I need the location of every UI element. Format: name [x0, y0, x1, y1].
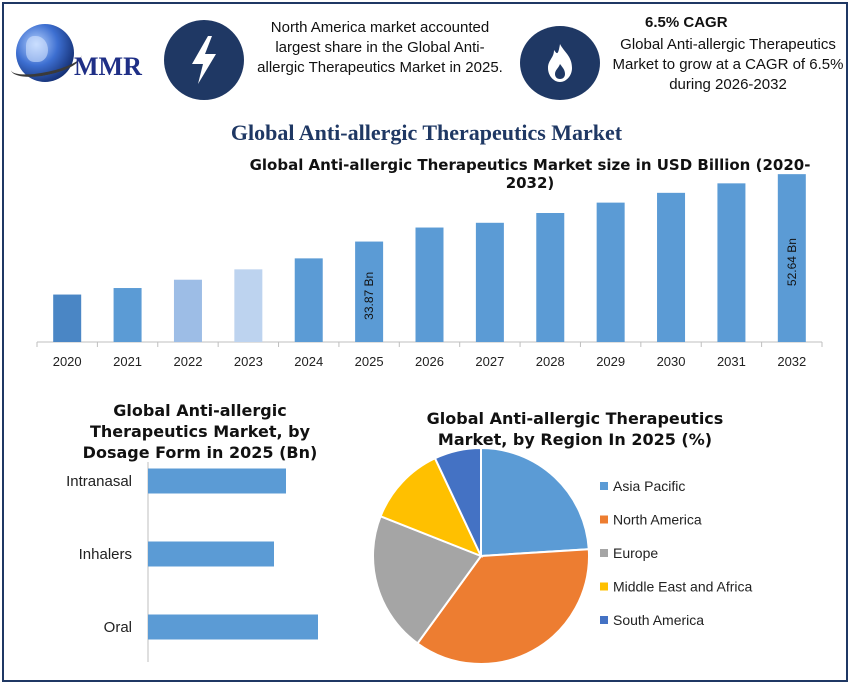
- pie-slice-north-america: [416, 548, 590, 665]
- x-tick-label: 2027: [475, 354, 504, 369]
- x-tick-label: 2021: [113, 354, 142, 369]
- legend-swatch: [600, 515, 608, 524]
- x-tick-label: 2032: [777, 354, 806, 369]
- lightning-bolt-icon: [164, 20, 244, 100]
- dosage-chart-title: Global Anti-allergic Therapeutics Market…: [82, 401, 318, 462]
- bar-2025: [355, 241, 384, 342]
- bar-2030: [657, 192, 686, 342]
- legend-label: South America: [613, 612, 704, 628]
- pie-slice-europe: [372, 514, 483, 645]
- x-tick-label: 2022: [174, 354, 203, 369]
- x-tick-label: 2023: [234, 354, 263, 369]
- bar-2021: [113, 288, 142, 342]
- bar-2022: [173, 279, 202, 342]
- hbar-oral: [148, 614, 318, 640]
- pie-slice-middle-east-and-africa: [379, 456, 483, 558]
- legend-swatch: [600, 549, 608, 557]
- region-chart-title: Global Anti-allergic Therapeutics Market…: [426, 409, 724, 449]
- pie-slice-asia-pacific: [480, 446, 590, 558]
- globe-icon: [16, 24, 74, 82]
- bar-data-label: 52.64 Bn: [785, 238, 799, 286]
- legend-label: Asia Pacific: [613, 478, 685, 494]
- hbar-intranasal: [148, 468, 286, 494]
- mmr-logo: MMR: [8, 20, 164, 86]
- legend-swatch: [600, 482, 608, 490]
- x-tick-label: 2028: [536, 354, 565, 369]
- x-tick-label: 2029: [596, 354, 625, 369]
- x-tick-label: 2031: [717, 354, 746, 369]
- x-tick-label: 2025: [355, 354, 384, 369]
- legend-swatch: [600, 616, 608, 624]
- bar-2032: [777, 174, 806, 342]
- category-label: Intranasal: [66, 473, 132, 490]
- x-tick-label: 2030: [657, 354, 686, 369]
- legend-label: Middle East and Africa: [613, 579, 753, 595]
- pie-slice-south-america: [433, 446, 482, 557]
- legend-swatch: [600, 582, 608, 591]
- bar-2031: [717, 183, 746, 342]
- region-info-text: North America market accounted largest s…: [257, 19, 503, 76]
- legend-label: Europe: [613, 545, 658, 561]
- logo-text: MMR: [74, 52, 142, 81]
- cagr-heading: 6.5% CAGR: [645, 14, 728, 31]
- category-label: Oral: [104, 619, 132, 636]
- hbar-inhalers: [148, 541, 274, 567]
- bar-2023: [234, 269, 263, 342]
- bar-2026: [415, 227, 444, 342]
- x-tick-label: 2020: [53, 354, 82, 369]
- bar-2029: [596, 202, 625, 342]
- bar-2028: [536, 213, 565, 342]
- x-tick-label: 2024: [294, 354, 323, 369]
- legend-label: North America: [613, 512, 702, 528]
- bar-chart-title: Global Anti-allergic Therapeutics Market…: [249, 156, 811, 192]
- main-title: Global Anti-allergic Therapeutics Market: [230, 120, 623, 145]
- bar-2024: [294, 258, 323, 342]
- bar-data-label: 33.87 Bn: [362, 272, 376, 320]
- category-label: Inhalers: [79, 546, 132, 563]
- x-tick-label: 2026: [415, 354, 444, 369]
- bar-2027: [475, 222, 504, 342]
- cagr-info-text: Global Anti-allergic Therapeutics Market…: [612, 36, 844, 93]
- bar-2020: [53, 294, 82, 342]
- flame-icon: [520, 26, 600, 100]
